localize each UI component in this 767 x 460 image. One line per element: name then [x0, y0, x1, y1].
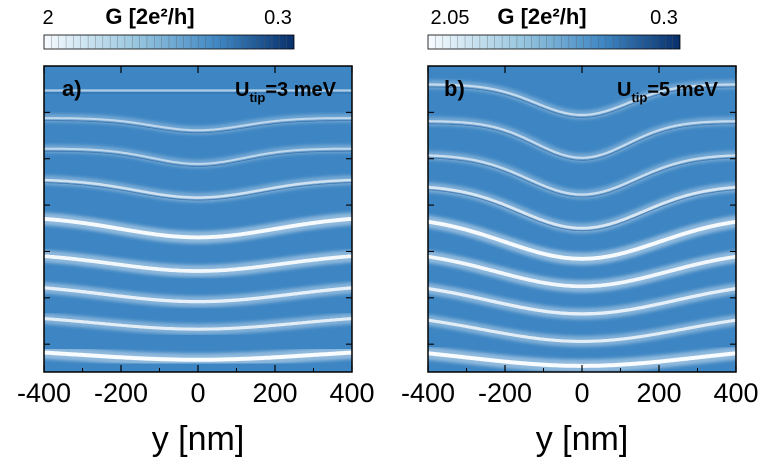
x-tick-label: 0: [190, 378, 205, 408]
x-tick-label: -200: [478, 378, 532, 408]
ridge-line: [428, 286, 736, 316]
tip-annotation: Utip=3 meV: [235, 79, 337, 105]
panel-label: a): [62, 76, 82, 101]
colorbar-max-label: 0.3: [264, 7, 292, 29]
tip-value: =3 meV: [265, 79, 336, 101]
tip-annotation: Utip=5 meV: [617, 79, 719, 105]
x-tick-label: 400: [329, 378, 374, 408]
ridge-line: [44, 254, 352, 273]
panel-a: 2 G [2e²/h] 0.3 a) Utip=3 meV -400 -200 0 2…: [17, 4, 375, 458]
ridge-contour: [428, 123, 736, 161]
tip-symbol: U: [235, 79, 249, 101]
colorbar-min-label: 2: [42, 7, 53, 29]
ridge-line: [428, 254, 736, 289]
ridge-contour: [44, 150, 352, 167]
tip-value: =5 meV: [647, 79, 718, 101]
ridge-line: [428, 219, 736, 261]
x-tick-label: -200: [94, 378, 148, 408]
colorbar-title: G [2e²/h]: [105, 4, 194, 29]
ridge-line: [44, 350, 352, 362]
ridge-line: [44, 147, 352, 165]
panel-b: 2.05 G [2e²/h] 0.3 b) Utip=5 meV -400 -20…: [401, 4, 759, 458]
panel-label: b): [444, 76, 465, 101]
ridge-line: [428, 318, 736, 343]
ridge-line: [44, 178, 352, 199]
x-axis-label: y [nm]: [152, 420, 245, 458]
ridge-contour: [44, 182, 352, 201]
ridge-line: [428, 83, 736, 117]
ridge-contour: [44, 120, 352, 134]
x-tick-label: -400: [401, 378, 455, 408]
ridge-contour: [428, 157, 736, 198]
ridge-line: [428, 120, 736, 159]
ridge-line: [44, 216, 352, 240]
x-tick-label: -400: [17, 378, 71, 408]
tip-subscript: tip: [631, 90, 647, 105]
heatmap-a: [44, 66, 352, 372]
x-tick-label: 200: [636, 378, 681, 408]
ridge-line: [44, 316, 352, 331]
colorbar-b: 2.05 G [2e²/h] 0.3: [427, 4, 681, 50]
colorbar-a: 2 G [2e²/h] 0.3: [42, 4, 295, 50]
x-tick-label: 200: [252, 378, 297, 408]
ridge-line: [428, 154, 736, 196]
tip-subscript: tip: [249, 90, 265, 105]
ridge-contour: [428, 189, 736, 232]
ridge-line: [44, 286, 352, 304]
tip-symbol: U: [617, 79, 631, 101]
x-tick-label: 0: [574, 378, 589, 408]
ridge-line: [428, 185, 736, 230]
x-axis-label: y [nm]: [536, 420, 629, 458]
heatmap-b: [428, 66, 736, 372]
colorbar-max-label: 0.3: [650, 7, 678, 29]
colorbar-min-label: 2.05: [431, 7, 470, 29]
colorbar-title: G [2e²/h]: [497, 4, 586, 29]
ridge-contour: [428, 86, 736, 118]
ridge-line: [44, 117, 352, 132]
x-tick-label: 400: [713, 378, 758, 408]
